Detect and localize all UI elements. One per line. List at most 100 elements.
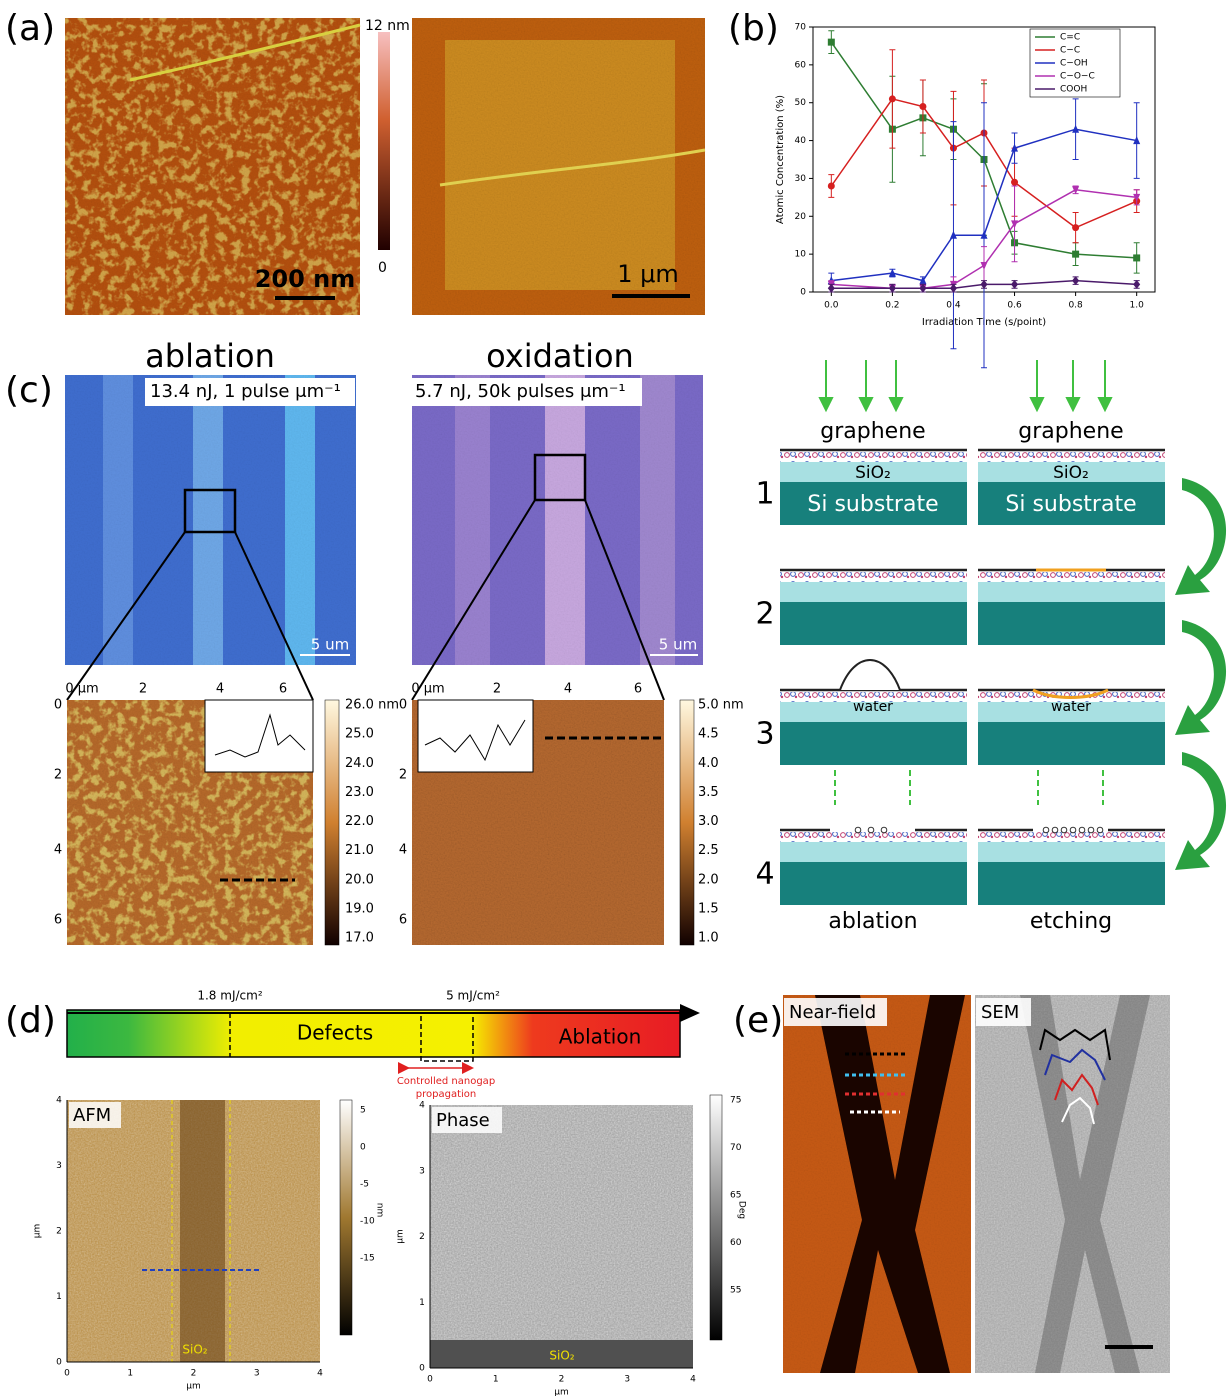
marker xyxy=(1072,251,1079,258)
colorbar-label: 19.0 xyxy=(345,901,374,916)
colorbar-label: 2.5 xyxy=(698,843,719,858)
x-tick-label: 6 xyxy=(634,682,642,697)
image-title: Near-field xyxy=(789,1002,876,1023)
y-tick-label: 2 xyxy=(54,768,62,783)
si-layer xyxy=(780,602,967,645)
x-tick-label: 4 xyxy=(317,1369,323,1379)
x-tick-label: 1 xyxy=(127,1369,133,1379)
colorbar-label: 55 xyxy=(730,1286,741,1296)
axis-unit: μm xyxy=(554,1388,569,1396)
x-tick-label: 4 xyxy=(216,682,224,697)
scale-bar-label: 5 um xyxy=(311,636,349,654)
panel-e-graphics xyxy=(783,995,1170,1373)
x-tick-label: 2 xyxy=(139,682,147,697)
colorbar-label: 60 xyxy=(730,1238,742,1248)
y-axis-label: Atomic Concentration (%) xyxy=(775,95,786,224)
molecule-layer xyxy=(780,832,967,842)
residue xyxy=(1097,827,1103,833)
colorbar-label: 5.0 nm xyxy=(698,698,744,713)
colorbar-label: 23.0 xyxy=(345,785,374,800)
marker xyxy=(889,95,896,102)
image-title: oxidation xyxy=(486,337,634,375)
marker xyxy=(828,39,835,46)
layer-label: SiO₂ xyxy=(1053,463,1089,483)
step-number: 4 xyxy=(755,857,774,892)
sio2-layer xyxy=(978,842,1165,862)
y-tick-label: 4 xyxy=(56,1096,62,1106)
step-number: 1 xyxy=(755,477,774,512)
panel-label: (d) xyxy=(5,1000,56,1041)
y-tick-label: 60 xyxy=(795,60,807,70)
residue xyxy=(1061,827,1067,833)
panel-label: (a) xyxy=(5,8,55,49)
image-params: 5.7 nJ, 50k pulses μm⁻¹ xyxy=(415,381,626,402)
y-tick-label: 40 xyxy=(795,136,807,146)
colorbar-label: 65 xyxy=(730,1191,741,1201)
marker xyxy=(1011,280,1018,289)
legend-label: C−C xyxy=(1060,46,1080,56)
colorbar-label: 24.0 xyxy=(345,756,374,771)
colorbar-label: 70 xyxy=(730,1143,742,1153)
legend-label: C=C xyxy=(1060,33,1080,43)
molecule-layer xyxy=(780,572,967,582)
marker xyxy=(981,262,988,270)
x-tick-label: 0 xyxy=(64,1369,70,1379)
y-tick-label: 0 xyxy=(56,1358,62,1368)
colorbar-label: 3.0 xyxy=(698,814,719,829)
colorbar-label: 4.5 xyxy=(698,727,719,742)
marker xyxy=(1072,276,1079,285)
colorbar-label: 26.0 nm xyxy=(345,698,399,713)
colorbar-label: 12 nm xyxy=(365,18,410,34)
molecule-layer xyxy=(978,832,1165,842)
image-title: Phase xyxy=(436,1110,490,1131)
legend-label: COOH xyxy=(1060,85,1087,95)
scale-bar-label: 5 um xyxy=(659,636,697,654)
colorbar-label: 75 xyxy=(730,1096,741,1106)
y-tick-label: 20 xyxy=(795,212,807,222)
y-tick-label: 1 xyxy=(56,1292,62,1302)
colorbar-label: 2.0 xyxy=(698,872,719,887)
y-tick-label: 4 xyxy=(399,843,407,858)
si-layer xyxy=(978,862,1165,905)
y-tick-label: 6 xyxy=(54,913,62,928)
process-label: ablation xyxy=(828,909,917,934)
colorbar-unit: nm xyxy=(375,1203,385,1217)
x-tick-label: 3 xyxy=(254,1369,260,1379)
colorbar-label: 5 xyxy=(360,1106,366,1116)
marker xyxy=(1072,125,1079,133)
x-tick-label: 0 μm xyxy=(65,682,98,697)
molecule-layer xyxy=(978,572,1165,582)
residue xyxy=(855,827,861,833)
panel-label: (e) xyxy=(733,1000,783,1041)
marker xyxy=(1133,254,1140,261)
fluence-label: 5 mJ/cm² xyxy=(446,989,500,1003)
x-tick-label: 4 xyxy=(564,682,572,697)
residue xyxy=(1079,827,1085,833)
colorbar-label: 22.0 xyxy=(345,814,374,829)
image-title: SEM xyxy=(981,1002,1019,1023)
region-label: Defects xyxy=(297,1021,373,1045)
layer-label: SiO₂ xyxy=(855,463,891,483)
y-tick-label: 70 xyxy=(795,23,807,33)
legend-label: C−OH xyxy=(1060,59,1088,69)
residue xyxy=(1070,827,1076,833)
residue xyxy=(1088,827,1094,833)
y-tick-label: 3 xyxy=(419,1166,425,1176)
scale-bar-label: 200 nm xyxy=(255,265,356,293)
si-layer xyxy=(978,602,1165,645)
axis-unit: μm xyxy=(396,1229,406,1244)
sio2-label: SiO₂ xyxy=(182,1343,207,1357)
y-tick-label: 6 xyxy=(399,913,407,928)
colorbar-label: 1.0 xyxy=(698,931,719,946)
y-tick-label: 2 xyxy=(399,768,407,783)
y-tick-label: 10 xyxy=(795,250,807,260)
x-tick-label: 0.2 xyxy=(885,301,899,311)
y-tick-label: 2 xyxy=(419,1232,425,1242)
molecule-layer xyxy=(978,452,1165,462)
residue xyxy=(1052,827,1058,833)
colorbar-label: 0 xyxy=(360,1143,366,1153)
image-title: ablation xyxy=(145,337,275,375)
y-tick-label: 30 xyxy=(795,174,807,184)
marker xyxy=(981,280,988,289)
molecule-layer xyxy=(780,452,967,462)
